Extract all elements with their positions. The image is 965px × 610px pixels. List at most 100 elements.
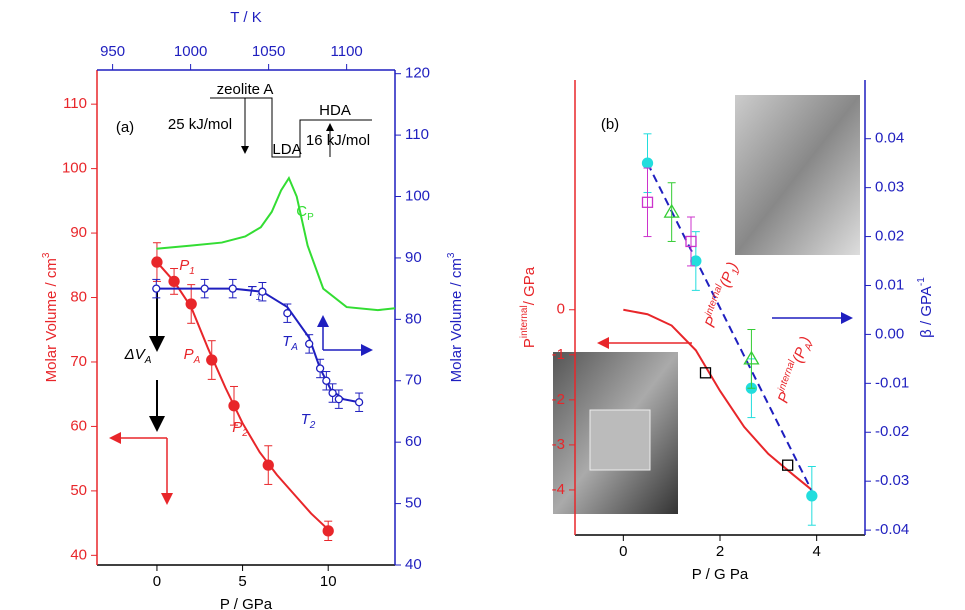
label-part: / GPa (521, 266, 538, 305)
label-part: T (282, 333, 293, 350)
data-point (152, 284, 161, 293)
label-part: A (290, 342, 298, 353)
data-point (690, 255, 702, 267)
annotation: P1 (179, 257, 195, 277)
y-tick-label: 80 (70, 288, 87, 305)
error-bar (747, 329, 756, 389)
y-tick-label: -1 (552, 346, 565, 363)
y2-tick-label: 110 (405, 126, 429, 143)
y2-tick-label: 70 (405, 372, 422, 389)
data-point (699, 367, 712, 379)
label-part: β / GPA (918, 286, 935, 338)
x-tick-label: 10 (320, 573, 337, 590)
label-part: (P (789, 345, 810, 365)
error-bar (687, 216, 695, 267)
arrows (109, 285, 853, 505)
x-tick-label: 0 (619, 543, 627, 560)
y-axis-label: Molar Volume / cm3 (41, 252, 60, 382)
annotation: T2 (301, 411, 316, 431)
data-point (262, 459, 274, 471)
y2-tick-label: 90 (405, 249, 422, 266)
data-point (200, 284, 209, 293)
label-part: P (521, 338, 538, 348)
y-tick-label: 0 (557, 301, 565, 318)
label-part: C (296, 203, 307, 220)
x2-tick-label: 950 (100, 43, 125, 60)
data-point (743, 350, 760, 365)
annotation: 16 kJ/mol (306, 132, 370, 149)
y2-tick-label: 50 (405, 495, 422, 512)
label-part: P (179, 257, 189, 274)
data-point (782, 459, 794, 471)
y2-tick-label: -0.03 (875, 472, 909, 489)
y2-tick-label: 100 (405, 187, 430, 204)
data-line (156, 261, 329, 531)
label-part: 3 (446, 252, 457, 258)
x2-tick-label: 1100 (331, 43, 363, 60)
label-part: zeolite A (217, 81, 274, 98)
y-tick-label: -2 (552, 391, 565, 408)
x-axis-label: P / G Pa (692, 566, 749, 583)
energy-diagram (210, 97, 372, 158)
y-tick-label: 70 (70, 353, 87, 370)
label-part: internal (704, 282, 726, 317)
y-tick-label: 90 (70, 224, 87, 241)
photo-cube (589, 409, 651, 471)
annotation: P2 (232, 419, 248, 439)
y-tick-label: 40 (70, 546, 87, 563)
data-line (156, 175, 396, 312)
data-point (168, 275, 180, 288)
annotation: HDA (319, 102, 351, 119)
y2-tick-label: -0.02 (875, 423, 909, 440)
data-point (185, 298, 197, 310)
data-point (322, 525, 334, 537)
data-point (354, 398, 364, 407)
annotation: PA (184, 346, 201, 366)
error-bar (643, 167, 652, 238)
y-tick-label: 110 (63, 95, 87, 112)
data-point (806, 490, 818, 502)
y2-tick-label: -0.01 (875, 374, 909, 391)
label-part: 25 kJ/mol (168, 116, 232, 133)
data-line (623, 308, 813, 491)
y-tick-label: -3 (552, 436, 565, 453)
annotation: T1 (247, 283, 262, 303)
label-part: 2 (309, 420, 316, 431)
label-part: P (184, 346, 194, 363)
label-part: internal (519, 305, 530, 338)
label-part: (P (716, 270, 737, 290)
data-point (685, 235, 697, 248)
annotation: Pinternal(PA) (773, 334, 817, 407)
label-part: 1 (256, 292, 262, 303)
label-part: LDA (272, 141, 301, 158)
y2-tick-label: 0.02 (875, 228, 904, 245)
label-part: -1 (916, 277, 927, 286)
label-part: A (193, 355, 201, 366)
data-point (641, 157, 654, 169)
data-line (646, 162, 813, 492)
label-part: P (307, 212, 314, 223)
data-point (305, 339, 314, 349)
label-part: T (301, 411, 312, 428)
data-point (228, 400, 240, 412)
label-part: 2 (241, 428, 248, 439)
data-point (663, 203, 680, 218)
annotation: zeolite A (217, 81, 274, 98)
energy-levels (210, 97, 372, 158)
annotation: 25 kJ/mol (168, 116, 232, 133)
x2-tick-label: 1050 (252, 43, 285, 60)
data-point (315, 364, 325, 373)
label-part: 1 (189, 266, 195, 277)
panel-label: (b) (601, 116, 619, 133)
data-point (151, 256, 163, 268)
photo-surface (735, 95, 860, 255)
x-axis-label: P / GPa (220, 596, 273, 610)
x-tick-label: 5 (238, 573, 246, 590)
label-part: Molar Volume / cm (448, 258, 465, 382)
x2-axis-label: T / K (230, 9, 261, 26)
annotation: LDA (272, 141, 301, 158)
label-part: Molar Volume / cm (43, 258, 60, 382)
y2-tick-label: 80 (405, 310, 422, 327)
y2-tick-label: 0.04 (875, 130, 904, 147)
